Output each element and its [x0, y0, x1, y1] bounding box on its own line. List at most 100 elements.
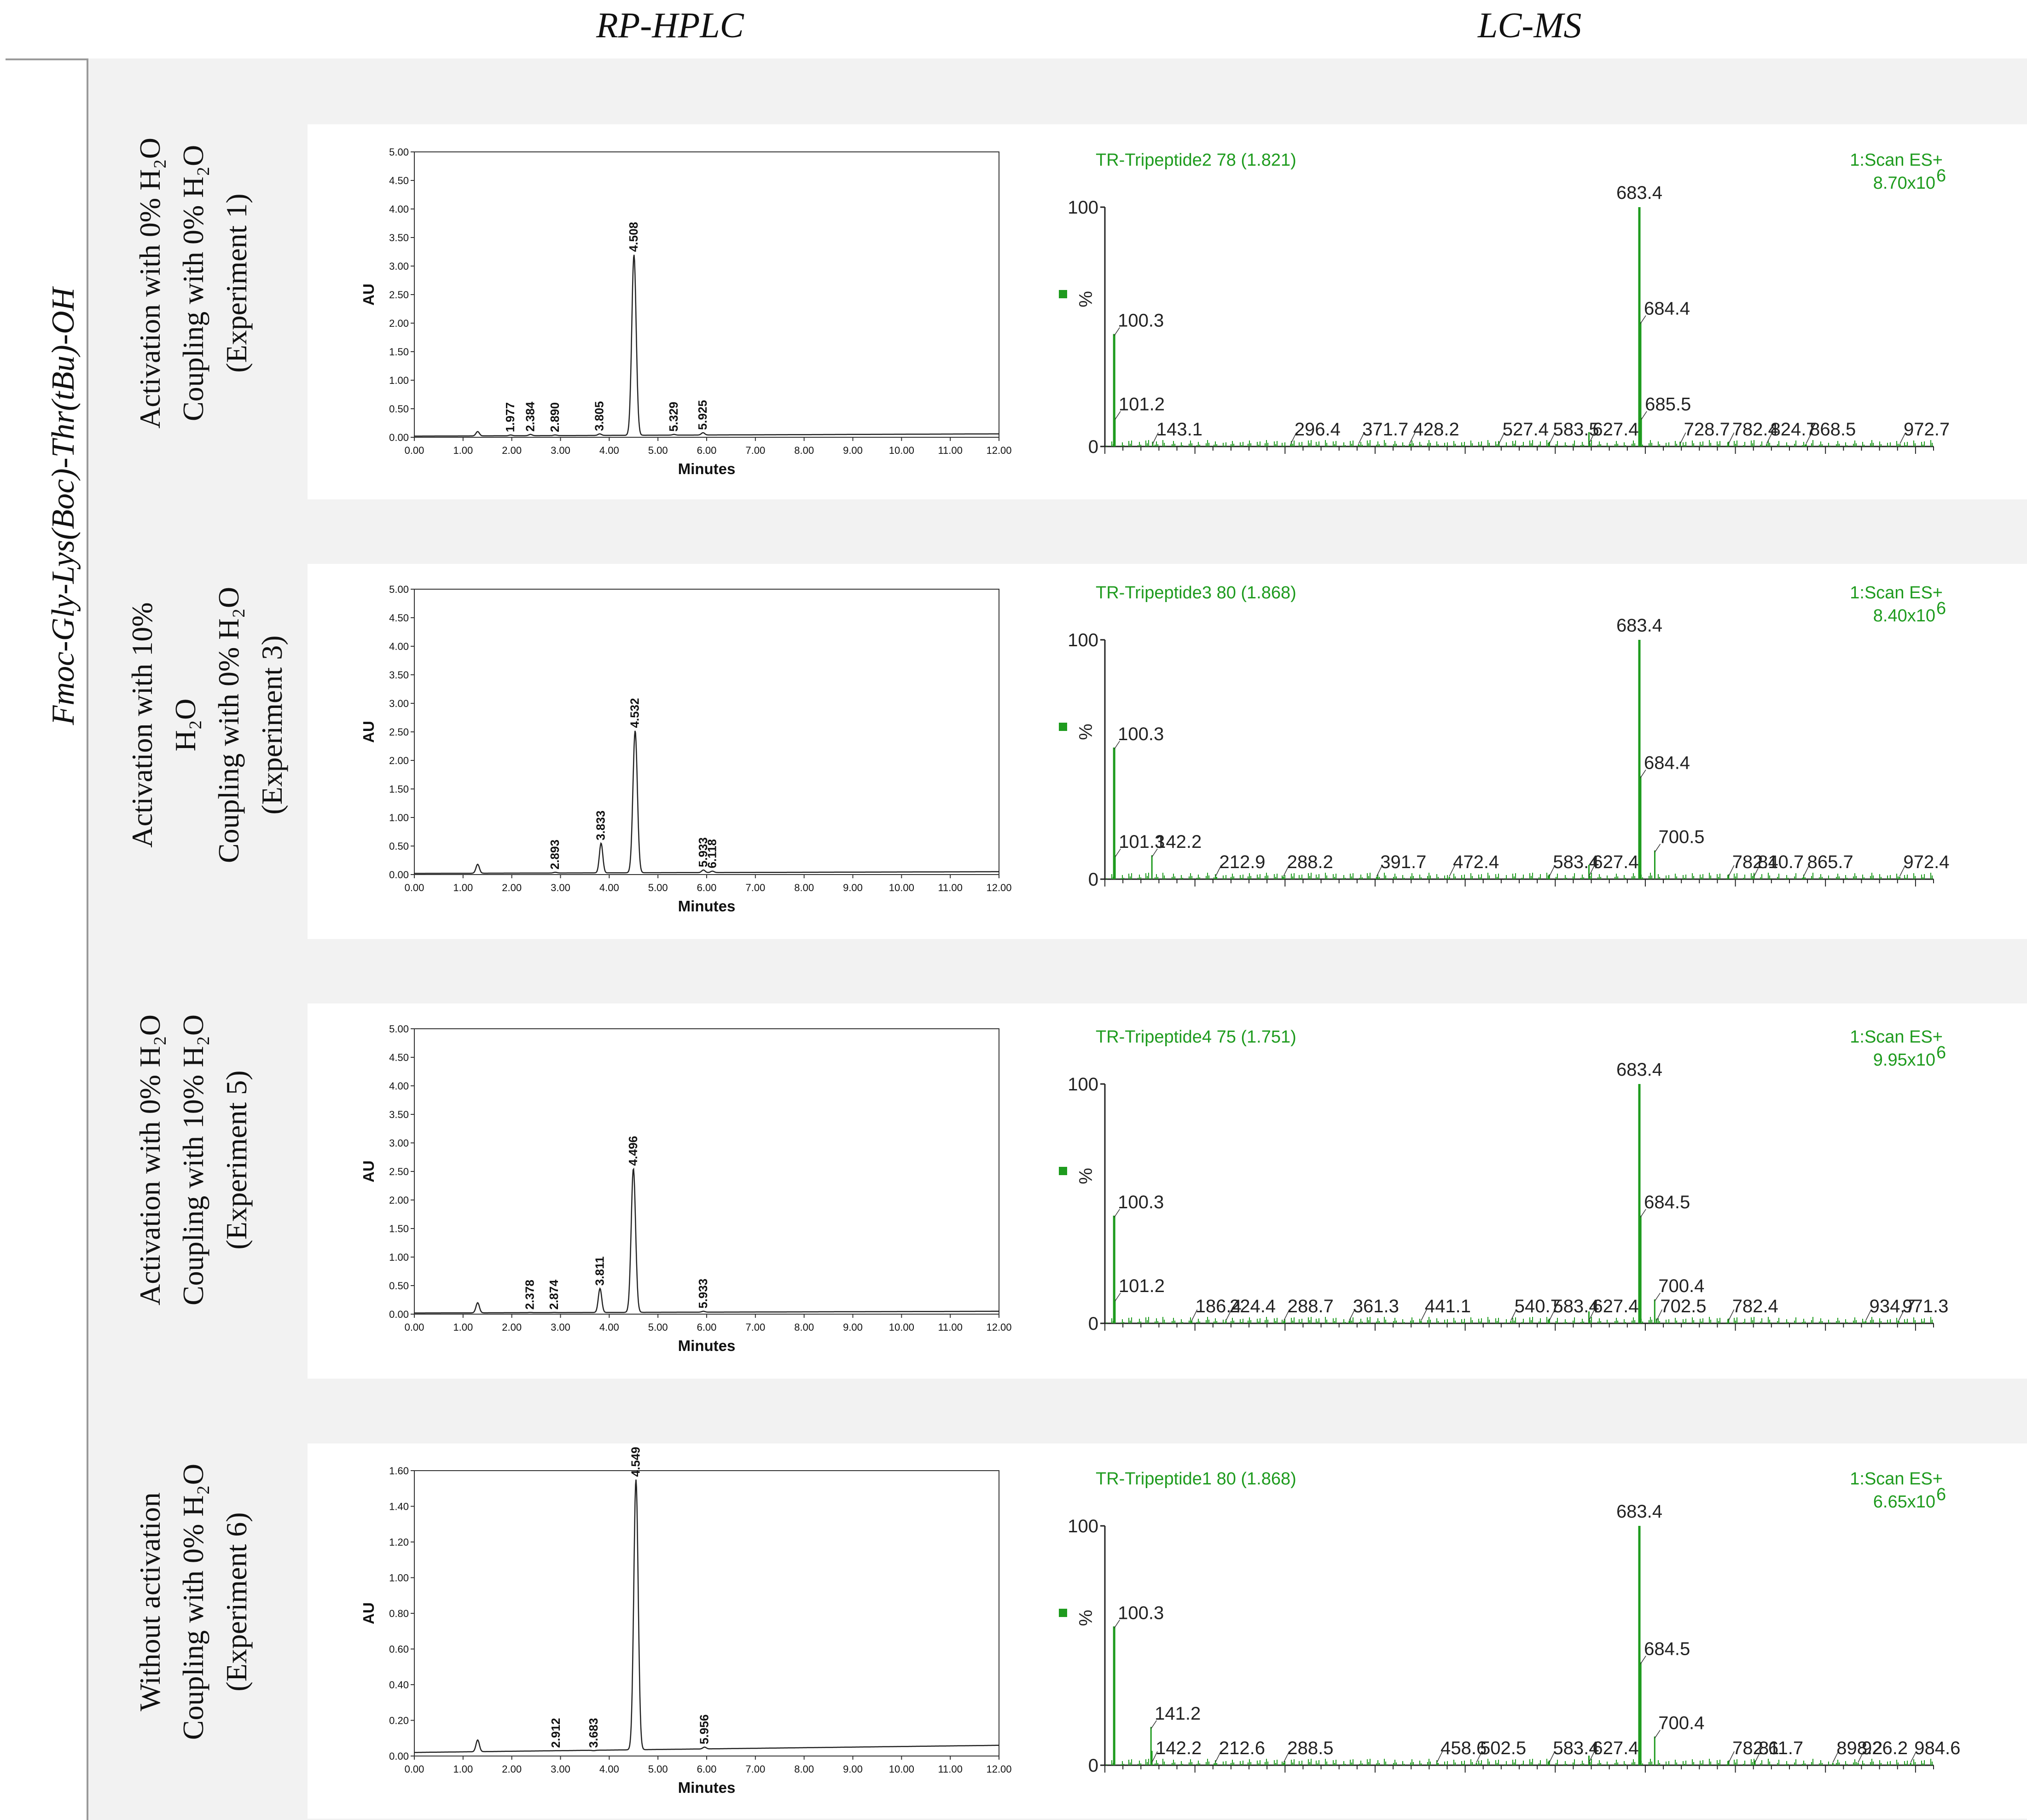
peak-retention-label: 3.805	[592, 401, 606, 431]
ms-label-leader	[1588, 1309, 1595, 1321]
y-tick-label: 4.50	[389, 175, 409, 186]
x-tick-label: 7.00	[745, 882, 765, 893]
ms-peak-label: 100.3	[1118, 724, 1164, 744]
ms-peak-label: 288.2	[1287, 852, 1333, 872]
y-tick-label: 100	[1068, 1516, 1098, 1536]
ms-peak-label: 684.5	[1644, 1192, 1690, 1212]
x-tick-label: 12.00	[986, 882, 1011, 893]
row-label-experiment-3: Activation with 10% H₂O Coupling with 0%…	[121, 587, 294, 863]
ms-label-leader	[1151, 1751, 1158, 1763]
ms-peak-label: 627.4	[1592, 1738, 1638, 1758]
x-tick-label: 6.00	[697, 1763, 717, 1775]
spectrum-noise	[1106, 1759, 1933, 1765]
chromatogram-trace	[414, 1167, 999, 1314]
y-tick-label: 0.00	[389, 432, 409, 443]
ms-peak-label: 684.5	[1644, 1639, 1690, 1659]
x-tick-label: 8.00	[794, 1322, 814, 1333]
ms-peak-label: 583.4	[1553, 1296, 1599, 1316]
x-tick-label: 0.00	[405, 1322, 424, 1333]
ms-peak-label: 782.4	[1732, 1296, 1778, 1316]
spectrum-noise	[1106, 1317, 1933, 1323]
legend-marker	[1059, 723, 1067, 731]
ms-peak-label: 527.4	[1503, 419, 1549, 440]
ms-intensity-exponent: 6	[1936, 166, 1946, 185]
peak-retention-label: 5.956	[697, 1715, 711, 1745]
y-tick-label: 2.00	[389, 1194, 409, 1206]
x-axis-label: Minutes	[678, 1337, 736, 1354]
y-tick-label: 1.50	[389, 783, 409, 795]
x-tick-label: 5.00	[648, 1763, 668, 1775]
plot-frame	[414, 151, 999, 438]
ms-label-leader	[1899, 432, 1906, 444]
ms-label-leader	[1225, 1309, 1232, 1321]
y-tick-label: 0.50	[389, 403, 409, 415]
y-tick-label: 0.50	[389, 1280, 409, 1292]
plot-frame	[414, 1470, 999, 1756]
y-axis-label: %	[1076, 1168, 1096, 1184]
chromatogram-trace	[414, 730, 999, 874]
ms-peak-label: 100.3	[1118, 1192, 1164, 1212]
y-tick-label: 2.00	[389, 318, 409, 329]
ms-label-leader	[1728, 865, 1735, 877]
ms-label-leader	[1899, 865, 1906, 877]
ms-scan-label: 1:Scan ES+	[1850, 1469, 1943, 1489]
y-tick-label: 1.40	[389, 1501, 409, 1513]
ms-sample-label: TR-Tripeptide4 75 (1.751)	[1096, 1027, 1296, 1047]
ms-peak-label: 502.5	[1480, 1738, 1526, 1758]
ms-peak-label: 810.7	[1758, 852, 1804, 872]
ms-label-leader	[1640, 769, 1646, 778]
ms-peak-label: 934.7	[1870, 1296, 1916, 1316]
column-header-rp-hplc: RP-HPLC	[596, 5, 744, 45]
y-tick-label: 0	[1088, 1314, 1098, 1334]
x-tick-label: 7.00	[745, 1763, 765, 1775]
x-tick-label: 1.00	[453, 445, 473, 456]
y-tick-label: 3.00	[389, 698, 409, 709]
ms-peak-label: 627.4	[1592, 1296, 1638, 1316]
y-tick-label: 5.00	[389, 146, 409, 158]
chromatogram-trace	[414, 255, 999, 437]
y-tick-label: 2.00	[389, 755, 409, 766]
y-axis-label: %	[1076, 724, 1096, 740]
y-tick-label: 1.00	[389, 1572, 409, 1584]
ms-label-leader	[1215, 1751, 1221, 1763]
ms-peak-label: 458.6	[1440, 1738, 1487, 1758]
ms-label-leader	[1114, 1619, 1120, 1629]
ms-label-leader	[1754, 1751, 1761, 1763]
ms-peak-label: 683.4	[1616, 615, 1662, 636]
legend-marker	[1059, 1609, 1067, 1617]
row-label-line: Activation with 0% H₂O	[134, 1014, 166, 1305]
row-label-line: (Experiment 5)	[220, 1070, 253, 1250]
x-tick-label: 4.00	[599, 445, 619, 456]
ms-peak-label: 683.4	[1616, 183, 1662, 203]
legend-marker	[1059, 1167, 1067, 1175]
x-tick-label: 3.00	[551, 1763, 570, 1775]
ms-peak-label: 684.4	[1644, 299, 1690, 319]
ms-peak-label: 288.5	[1287, 1738, 1333, 1758]
row-label-line: Without activation	[134, 1492, 166, 1711]
ms-label-leader	[1832, 1751, 1839, 1763]
y-tick-label: 5.00	[389, 584, 409, 595]
hplc-chromatogram-experiment-3: 0.00 0.50 1.00 1.50 2.00 2.50 3.00 3.50 4.00 4.50…	[360, 584, 1012, 915]
ms-label-leader	[1409, 432, 1416, 444]
ms-peak-label: 143.1	[1156, 419, 1202, 440]
ms-label-leader	[1215, 865, 1222, 877]
y-axis-label: %	[1076, 291, 1096, 307]
ms-peak-label: 371.7	[1362, 419, 1408, 440]
spectrum-noise	[1106, 873, 1933, 879]
ms-label-leader	[1803, 865, 1810, 877]
peak-retention-label: 4.508	[627, 222, 640, 252]
ms-scan-label: 1:Scan ES+	[1850, 151, 1943, 170]
y-tick-label: 0	[1088, 1756, 1098, 1776]
ms-peak-label: 702.5	[1660, 1296, 1706, 1316]
ms-peak-label: 391.7	[1380, 852, 1426, 872]
ms-peak-label: 972.7	[1904, 419, 1950, 440]
ms-label-leader	[1640, 1655, 1646, 1664]
ms-peak-label: 811.7	[1759, 1738, 1803, 1758]
ms-label-leader	[1449, 865, 1455, 877]
y-tick-label: 0.60	[389, 1644, 409, 1655]
ms-peak-label: 212.9	[1219, 852, 1265, 872]
ms-label-leader	[1436, 1751, 1443, 1763]
x-tick-label: 10.00	[889, 1763, 914, 1775]
row-label-experiment-5: Activation with 0% H₂O Coupling with 10%…	[128, 1014, 258, 1305]
ms-peak-label: 100.3	[1118, 311, 1164, 331]
